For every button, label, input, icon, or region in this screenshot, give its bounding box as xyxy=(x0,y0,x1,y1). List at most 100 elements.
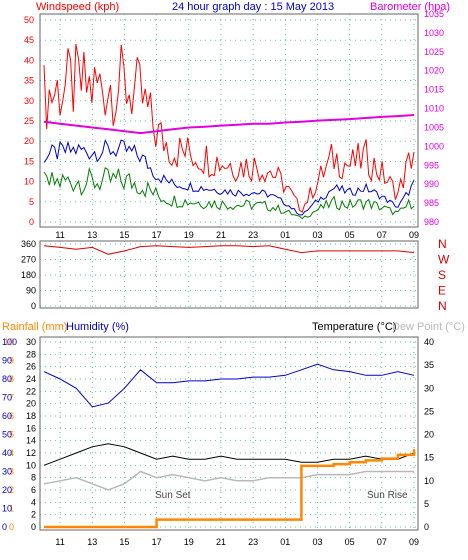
rainfall-tick-label: 7 xyxy=(9,393,14,403)
windspeed-tick-label: 0 xyxy=(29,217,34,227)
compass-tick-label: S xyxy=(438,268,446,282)
windspeed-low-line xyxy=(43,166,415,220)
temperature-left-tick-label: 14 xyxy=(26,436,36,446)
dewpoint-line xyxy=(43,470,414,491)
windspeed-gust-line xyxy=(43,43,415,213)
temperature-left-tick-label: 6 xyxy=(31,485,36,495)
barometer-line xyxy=(43,114,415,135)
x-tick-label-top: 17 xyxy=(152,230,162,240)
windspeed-tick-label: 20 xyxy=(24,136,34,146)
barometer-tick-label: 1025 xyxy=(424,47,444,57)
barometer-tick-label: 1035 xyxy=(424,9,444,19)
direction-tick-label: 360 xyxy=(21,239,36,249)
humidity-tick-label: 40 xyxy=(2,448,12,458)
rainfall-line xyxy=(44,449,416,529)
windspeed-tick-label: 35 xyxy=(24,76,34,86)
series xyxy=(43,43,416,529)
barometer-tick-label: 995 xyxy=(424,160,439,170)
compass-tick-label: E xyxy=(438,284,446,298)
x-tick-label-bottom: 01 xyxy=(280,537,290,547)
sunset-annotation: Sun Set xyxy=(155,490,191,501)
x-tick-label-top: 21 xyxy=(216,230,226,240)
humidity-tick-label: 80 xyxy=(2,374,12,384)
axes: 1111131315151717191921212323010103030505… xyxy=(2,9,450,547)
temperature-left-tick-label: 28 xyxy=(26,349,36,359)
humidity-tick-label: 10 xyxy=(2,504,12,514)
x-tick-label-bottom: 19 xyxy=(184,537,194,547)
barometer-tick-label: 1005 xyxy=(424,122,444,132)
x-tick-label-top: 23 xyxy=(248,230,258,240)
sunrise-annotation: Sun Rise xyxy=(367,490,408,501)
temperature-axis-title: Temperature (°C) xyxy=(312,321,396,333)
rainfall-tick-label: 5 xyxy=(9,430,14,440)
rainfall-tick-label: 6 xyxy=(9,411,14,421)
x-tick-label-top: 03 xyxy=(312,230,322,240)
rainfall-tick-label: 0 xyxy=(9,522,14,532)
temperature-left-tick-label: 10 xyxy=(26,460,36,470)
compass-tick-label: N xyxy=(438,237,447,251)
barometer-tick-label: 985 xyxy=(424,198,439,208)
windspeed-tick-label: 10 xyxy=(24,177,34,187)
direction-tick-label: 0 xyxy=(31,301,36,311)
x-tick-label-bottom: 21 xyxy=(216,537,226,547)
humidity-tick-label: 50 xyxy=(2,430,12,440)
temperature-line xyxy=(43,443,415,466)
humidity-tick-label: 90 xyxy=(2,356,12,366)
chart-title: 24 hour graph day : 15 May 2013 xyxy=(172,1,334,13)
windspeed-tick-label: 40 xyxy=(24,55,34,65)
humidity-tick-label: 0 xyxy=(2,522,7,532)
windspeed-axis-title: Windspeed (kph) xyxy=(36,1,119,13)
humidity-tick-label: 20 xyxy=(2,485,12,495)
wind-direction-line xyxy=(43,245,415,255)
wind-panel xyxy=(39,13,419,228)
temperature-left-tick-label: 2 xyxy=(31,510,36,520)
x-tick-label-top: 09 xyxy=(409,230,419,240)
compass-tick-label: N xyxy=(438,299,447,313)
temperature-right-tick-label: 40 xyxy=(424,337,434,347)
x-tick-label-bottom: 07 xyxy=(377,537,387,547)
barometer-tick-label: 1010 xyxy=(424,104,444,114)
x-tick-label-bottom: 05 xyxy=(345,537,355,547)
humidity-tick-label: 100 xyxy=(2,337,17,347)
direction-tick-label: 180 xyxy=(21,270,36,280)
x-tick-label-top: 19 xyxy=(184,230,194,240)
temperature-right-tick-label: 25 xyxy=(424,406,434,416)
x-tick-label-top: 05 xyxy=(345,230,355,240)
windspeed-tick-label: 25 xyxy=(24,116,34,126)
barometer-tick-label: 980 xyxy=(424,217,439,227)
temperature-left-tick-label: 20 xyxy=(26,399,36,409)
rainfall-tick-label: 8 xyxy=(9,374,14,384)
x-tick-label-bottom: 13 xyxy=(87,537,97,547)
windspeed-tick-label: 45 xyxy=(24,35,34,45)
windspeed-tick-label: 30 xyxy=(24,96,34,106)
windspeed-tick-label: 15 xyxy=(24,156,34,166)
x-tick-label-bottom: 03 xyxy=(312,537,322,547)
temperature-right-tick-label: 35 xyxy=(424,360,434,370)
temperature-right-tick-label: 0 xyxy=(424,522,429,532)
temperature-left-tick-label: 0 xyxy=(31,522,36,532)
climate-panel xyxy=(39,336,419,531)
humidity-tick-label: 70 xyxy=(2,393,12,403)
temperature-left-tick-label: 26 xyxy=(26,362,36,372)
humidity-tick-label: 60 xyxy=(2,411,12,421)
direction-tick-label: 90 xyxy=(26,286,36,296)
temperature-left-tick-label: 8 xyxy=(31,473,36,483)
humidity-axis-title: Humidity (%) xyxy=(66,321,129,333)
barometer-tick-label: 1015 xyxy=(424,85,444,95)
rainfall-tick-label: 1 xyxy=(9,504,14,514)
temperature-left-tick-label: 22 xyxy=(26,386,36,396)
temperature-left-tick-label: 16 xyxy=(26,423,36,433)
temperature-right-tick-label: 30 xyxy=(424,383,434,393)
x-tick-label-bottom: 17 xyxy=(152,537,162,547)
x-tick-label-top: 01 xyxy=(280,230,290,240)
temperature-right-tick-label: 20 xyxy=(424,430,434,440)
temperature-left-tick-label: 4 xyxy=(31,497,36,507)
temperature-right-tick-label: 5 xyxy=(424,499,429,509)
temperature-right-tick-label: 10 xyxy=(424,476,434,486)
x-tick-label-bottom: 11 xyxy=(55,537,64,547)
direction-tick-label: 270 xyxy=(21,255,36,265)
barometer-axis-title: Barometer (hpa) xyxy=(370,1,450,13)
rainfall-tick-label: 3 xyxy=(9,467,14,477)
rainfall-tick-label: 9 xyxy=(9,356,14,366)
